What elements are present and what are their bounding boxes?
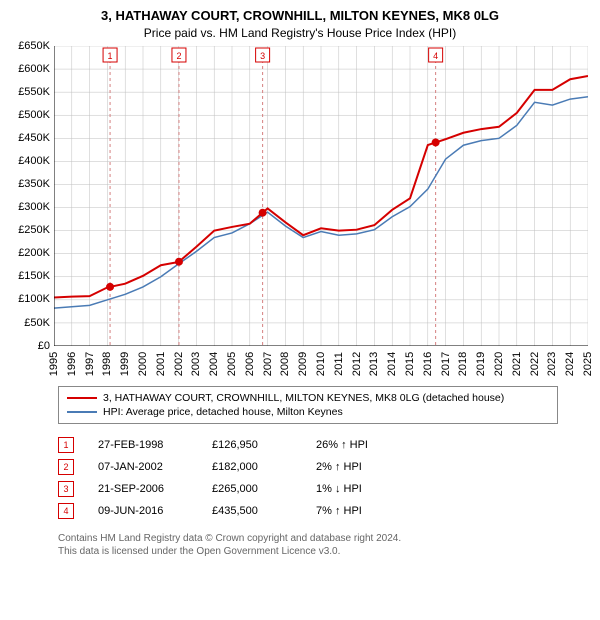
- y-tick-label: £650K: [18, 40, 50, 52]
- y-tick-label: £250K: [18, 224, 50, 236]
- sale-marker-box: 4: [58, 503, 74, 519]
- x-tick-label: 2001: [155, 351, 167, 375]
- y-tick-label: £300K: [18, 201, 50, 213]
- y-axis-labels: £0 £50K £100K £150K £200K £250K £300K £350K £400…: [12, 46, 54, 376]
- x-tick-label: 2004: [208, 351, 220, 375]
- legend-line-icon: [67, 397, 97, 399]
- y-tick-label: £50K: [24, 317, 50, 329]
- footnote-line: Contains HM Land Registry data © Crown c…: [58, 532, 558, 545]
- chart-svg: 1 2 3 4: [54, 46, 588, 346]
- svg-text:3: 3: [260, 51, 265, 61]
- x-tick-label: 1996: [66, 351, 78, 375]
- footnote: Contains HM Land Registry data © Crown c…: [58, 532, 558, 558]
- page-title: 3, HATHAWAY COURT, CROWNHILL, MILTON KEY…: [12, 8, 588, 24]
- y-tick-label: £550K: [18, 86, 50, 98]
- sale-date: 09-JUN-2016: [98, 505, 188, 517]
- x-tick-label: 2020: [493, 351, 505, 375]
- y-tick-label: £450K: [18, 132, 50, 144]
- legend-label: 3, HATHAWAY COURT, CROWNHILL, MILTON KEY…: [103, 392, 504, 404]
- y-tick-label: £0: [38, 340, 50, 352]
- y-tick-label: £350K: [18, 178, 50, 190]
- x-tick-label: 2011: [333, 352, 345, 376]
- legend-item: HPI: Average price, detached house, Milt…: [67, 405, 549, 419]
- x-tick-label: 2014: [386, 351, 398, 375]
- x-tick-label: 2007: [262, 351, 274, 375]
- x-tick-label: 2012: [351, 351, 363, 375]
- sale-price: £126,950: [212, 439, 292, 451]
- sale-date: 27-FEB-1998: [98, 439, 188, 451]
- x-tick-label: 2016: [422, 351, 434, 375]
- x-tick-label: 1998: [101, 351, 113, 375]
- y-tick-label: £200K: [18, 247, 50, 259]
- y-tick-label: £100K: [18, 293, 50, 305]
- x-tick-label: 2015: [404, 351, 416, 375]
- sale-hpi: 26% ↑ HPI: [316, 439, 406, 451]
- x-tick-label: 2010: [315, 351, 327, 375]
- y-tick-label: £400K: [18, 155, 50, 167]
- sale-price: £265,000: [212, 483, 292, 495]
- y-tick-label: £500K: [18, 109, 50, 121]
- legend-item: 3, HATHAWAY COURT, CROWNHILL, MILTON KEY…: [67, 391, 549, 405]
- x-axis-labels: 1995199619971998199920002001200220032004…: [54, 346, 588, 376]
- sale-row: 3 21-SEP-2006 £265,000 1% ↓ HPI: [58, 478, 588, 500]
- x-tick-label: 2023: [546, 351, 558, 375]
- x-tick-label: 1995: [48, 351, 60, 375]
- x-tick-label: 2019: [475, 351, 487, 375]
- chart: £0 £50K £100K £150K £200K £250K £300K £350K £400…: [12, 46, 588, 376]
- sale-marker-box: 2: [58, 459, 74, 475]
- plot-area: 1 2 3 4: [54, 46, 588, 346]
- sale-price: £182,000: [212, 461, 292, 473]
- page-subtitle: Price paid vs. HM Land Registry's House …: [12, 26, 588, 40]
- footnote-line: This data is licensed under the Open Gov…: [58, 545, 558, 558]
- x-tick-label: 2003: [190, 351, 202, 375]
- sale-row: 1 27-FEB-1998 £126,950 26% ↑ HPI: [58, 434, 588, 456]
- x-tick-label: 2002: [173, 351, 185, 375]
- svg-text:2: 2: [176, 51, 181, 61]
- x-tick-label: 2017: [440, 351, 452, 375]
- svg-text:4: 4: [433, 51, 438, 61]
- x-tick-label: 2008: [279, 351, 291, 375]
- x-tick-label: 2006: [244, 351, 256, 375]
- x-tick-label: 2022: [529, 351, 541, 375]
- sale-hpi: 2% ↑ HPI: [316, 461, 406, 473]
- x-tick-label: 2021: [511, 351, 523, 375]
- sale-hpi: 1% ↓ HPI: [316, 483, 406, 495]
- sale-row: 2 07-JAN-2002 £182,000 2% ↑ HPI: [58, 456, 588, 478]
- x-tick-label: 1997: [84, 351, 96, 375]
- sale-hpi: 7% ↑ HPI: [316, 505, 406, 517]
- sale-price: £435,500: [212, 505, 292, 517]
- x-tick-label: 2000: [137, 351, 149, 375]
- sale-row: 4 09-JUN-2016 £435,500 7% ↑ HPI: [58, 500, 588, 522]
- y-tick-label: £150K: [18, 270, 50, 282]
- svg-text:1: 1: [108, 51, 113, 61]
- sale-date: 07-JAN-2002: [98, 461, 188, 473]
- sale-marker-box: 1: [58, 437, 74, 453]
- legend-label: HPI: Average price, detached house, Milt…: [103, 406, 343, 418]
- x-tick-label: 2025: [582, 351, 594, 375]
- x-tick-label: 2024: [564, 351, 576, 375]
- x-tick-label: 2005: [226, 351, 238, 375]
- sale-marker-box: 3: [58, 481, 74, 497]
- legend: 3, HATHAWAY COURT, CROWNHILL, MILTON KEY…: [58, 386, 558, 424]
- sale-table: 1 27-FEB-1998 £126,950 26% ↑ HPI 2 07-JA…: [58, 434, 588, 522]
- sale-date: 21-SEP-2006: [98, 483, 188, 495]
- x-tick-label: 2018: [457, 351, 469, 375]
- legend-line-icon: [67, 411, 97, 413]
- y-tick-label: £600K: [18, 63, 50, 75]
- x-tick-label: 1999: [119, 351, 131, 375]
- x-tick-label: 2013: [368, 351, 380, 375]
- x-tick-label: 2009: [297, 351, 309, 375]
